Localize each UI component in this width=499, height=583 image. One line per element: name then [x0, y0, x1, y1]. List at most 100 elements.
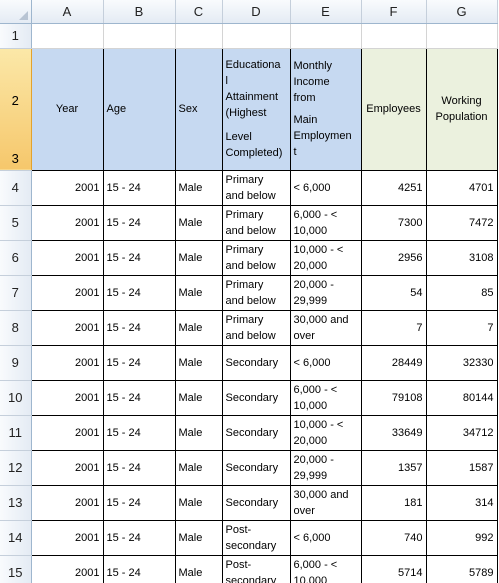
cell-working-population[interactable]: 32330: [425, 344, 498, 381]
cell-education[interactable]: Primary and below: [221, 239, 291, 276]
cell-education[interactable]: Secondary: [221, 484, 291, 521]
column-header-f[interactable]: F: [361, 0, 427, 24]
cell-sex[interactable]: Male: [174, 379, 223, 416]
cell-employees[interactable]: 740: [360, 519, 427, 556]
cell-year[interactable]: 2001: [30, 379, 104, 416]
cell-age[interactable]: 15 - 24: [102, 239, 176, 276]
cell-age[interactable]: 15 - 24: [102, 449, 176, 486]
cell-income[interactable]: < 6,000: [289, 519, 362, 556]
cell-year[interactable]: 2001: [30, 309, 104, 346]
cell-employees[interactable]: 5714: [360, 554, 427, 583]
cell-sex[interactable]: Male: [174, 204, 223, 241]
cell-income[interactable]: 20,000 - 29,999: [289, 449, 362, 486]
row-header[interactable]: 5: [0, 205, 32, 241]
cell-year[interactable]: 2001: [30, 484, 104, 521]
cell-age[interactable]: 15 - 24: [102, 169, 176, 206]
cell-sex[interactable]: Male: [174, 554, 223, 583]
cell-year[interactable]: 2001: [30, 169, 104, 206]
cell-age[interactable]: 15 - 24: [102, 344, 176, 381]
cell-a1[interactable]: [31, 23, 104, 49]
cell-education[interactable]: Primary and below: [221, 169, 291, 206]
column-header-a[interactable]: A: [31, 0, 104, 24]
cell-education[interactable]: Primary and below: [221, 204, 291, 241]
cell-year[interactable]: 2001: [30, 414, 104, 451]
row-header[interactable]: 6: [0, 240, 32, 276]
cell-working-population[interactable]: 1587: [425, 449, 498, 486]
header-sex[interactable]: Sex: [174, 47, 223, 171]
cell-year[interactable]: 2001: [30, 204, 104, 241]
cell-age[interactable]: 15 - 24: [102, 309, 176, 346]
row-header[interactable]: 8: [0, 310, 32, 346]
cell-education[interactable]: Secondary: [221, 414, 291, 451]
cell-b1[interactable]: [103, 23, 176, 49]
cell-e1[interactable]: [290, 23, 362, 49]
cell-year[interactable]: 2001: [30, 554, 104, 583]
cell-sex[interactable]: Male: [174, 309, 223, 346]
row-header[interactable]: 15: [0, 555, 32, 583]
cell-age[interactable]: 15 - 24: [102, 414, 176, 451]
cell-age[interactable]: 15 - 24: [102, 274, 176, 311]
cell-year[interactable]: 2001: [30, 239, 104, 276]
row-header[interactable]: 7: [0, 275, 32, 311]
cell-employees[interactable]: 7300: [360, 204, 427, 241]
cell-working-population[interactable]: 7472: [425, 204, 498, 241]
cell-working-population[interactable]: 3108: [425, 239, 498, 276]
cell-sex[interactable]: Male: [174, 484, 223, 521]
column-header-b[interactable]: B: [103, 0, 176, 24]
cell-year[interactable]: 2001: [30, 274, 104, 311]
cell-employees[interactable]: 28449: [360, 344, 427, 381]
cell-income[interactable]: 6,000 - < 10,000: [289, 204, 362, 241]
cell-education[interactable]: Primary and below: [221, 309, 291, 346]
cell-education[interactable]: Post-secondary: [221, 519, 291, 556]
header-employees[interactable]: Employees: [360, 47, 427, 171]
header-year[interactable]: Year: [30, 47, 104, 171]
cell-income[interactable]: 10,000 - < 20,000: [289, 239, 362, 276]
cell-education[interactable]: Primary and below: [221, 274, 291, 311]
cell-education[interactable]: Secondary: [221, 379, 291, 416]
row-header[interactable]: 10: [0, 380, 32, 416]
cell-age[interactable]: 15 - 24: [102, 204, 176, 241]
cell-age[interactable]: 15 - 24: [102, 484, 176, 521]
cell-income[interactable]: 6,000 - < 10,000: [289, 379, 362, 416]
cell-working-population[interactable]: 34712: [425, 414, 498, 451]
cell-g1[interactable]: [426, 23, 498, 49]
column-header-c[interactable]: C: [175, 0, 223, 24]
row-header[interactable]: 14: [0, 520, 32, 556]
cell-year[interactable]: 2001: [30, 519, 104, 556]
row-header-1[interactable]: 1: [0, 23, 32, 49]
cell-d1[interactable]: [222, 23, 291, 49]
column-header-g[interactable]: G: [426, 0, 498, 24]
cell-sex[interactable]: Male: [174, 414, 223, 451]
cell-f1[interactable]: [361, 23, 427, 49]
cell-income[interactable]: < 6,000: [289, 344, 362, 381]
cell-c1[interactable]: [175, 23, 223, 49]
cell-sex[interactable]: Male: [174, 169, 223, 206]
row-header-2-3[interactable]: 2 3: [0, 48, 32, 171]
cell-employees[interactable]: 79108: [360, 379, 427, 416]
cell-working-population[interactable]: 7: [425, 309, 498, 346]
cell-employees[interactable]: 54: [360, 274, 427, 311]
cell-year[interactable]: 2001: [30, 344, 104, 381]
cell-working-population[interactable]: 5789: [425, 554, 498, 583]
cell-employees[interactable]: 33649: [360, 414, 427, 451]
cell-sex[interactable]: Male: [174, 519, 223, 556]
cell-sex[interactable]: Male: [174, 449, 223, 486]
cell-education[interactable]: Post-secondary: [221, 554, 291, 583]
cell-age[interactable]: 15 - 24: [102, 554, 176, 583]
header-working-population[interactable]: Working Population: [425, 47, 498, 171]
select-all-corner[interactable]: [0, 0, 32, 24]
cell-employees[interactable]: 4251: [360, 169, 427, 206]
header-education[interactable]: Educationa l Attainment (Highest Level C…: [221, 47, 291, 171]
cell-income[interactable]: 20,000 - 29,999: [289, 274, 362, 311]
cell-employees[interactable]: 7: [360, 309, 427, 346]
row-header[interactable]: 12: [0, 450, 32, 486]
row-header[interactable]: 11: [0, 415, 32, 451]
cell-employees[interactable]: 181: [360, 484, 427, 521]
cell-working-population[interactable]: 85: [425, 274, 498, 311]
cell-working-population[interactable]: 992: [425, 519, 498, 556]
cell-working-population[interactable]: 80144: [425, 379, 498, 416]
row-header[interactable]: 13: [0, 485, 32, 521]
header-income[interactable]: Monthly Income from Main Employmen t: [289, 47, 362, 171]
cell-age[interactable]: 15 - 24: [102, 379, 176, 416]
cell-employees[interactable]: 2956: [360, 239, 427, 276]
